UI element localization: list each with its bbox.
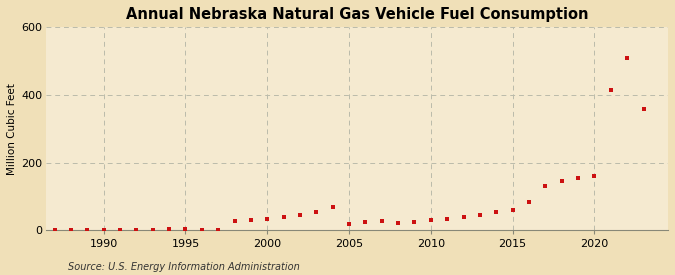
Point [605,88,616,92]
Point [294,213,305,218]
Point [229,219,240,223]
Point [49,228,60,232]
Point [262,216,273,221]
Point [491,210,502,214]
Point [311,210,322,214]
Point [507,208,518,212]
Point [442,216,453,221]
Point [393,221,404,225]
Point [213,228,223,233]
Point [147,228,158,232]
Point [99,228,109,232]
Point [524,199,535,204]
Point [409,220,420,224]
Point [377,219,387,223]
Point [327,205,338,209]
Point [196,228,207,232]
Point [622,56,632,60]
Point [540,184,551,189]
Point [572,176,583,180]
Point [278,215,289,219]
Point [589,174,600,178]
Point [360,220,371,224]
Point [475,213,485,218]
Point [246,218,256,222]
Point [180,227,191,231]
Point [164,227,175,231]
Point [638,106,649,111]
Point [131,228,142,232]
Point [344,221,354,226]
Point [425,218,436,222]
Text: Source: U.S. Energy Information Administration: Source: U.S. Energy Information Administ… [68,262,299,272]
Point [458,215,469,219]
Point [82,228,92,232]
Point [115,228,126,232]
Point [65,228,76,232]
Title: Annual Nebraska Natural Gas Vehicle Fuel Consumption: Annual Nebraska Natural Gas Vehicle Fuel… [126,7,589,22]
Y-axis label: Million Cubic Feet: Million Cubic Feet [7,83,17,175]
Point [556,179,567,184]
